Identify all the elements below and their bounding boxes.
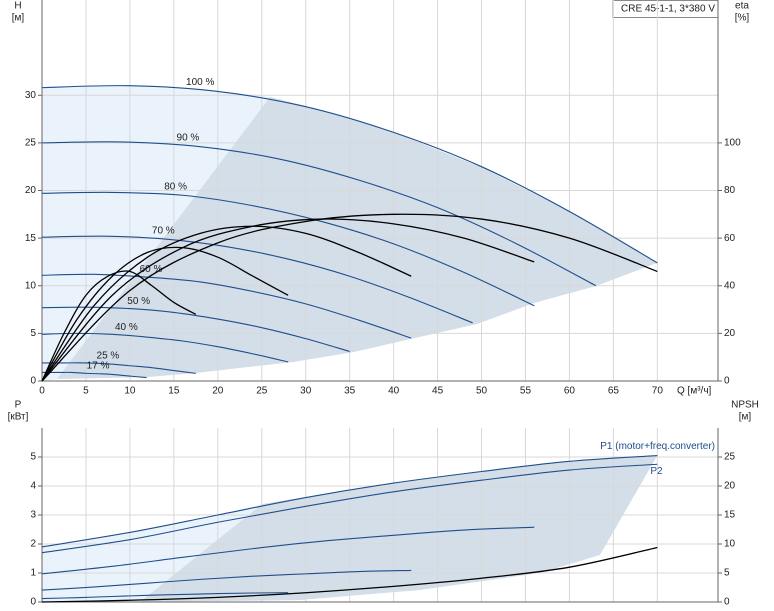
curve-label: P1 (motor+freq.converter)	[600, 441, 715, 452]
curve	[41, 526, 535, 575]
y-axis-label: P	[15, 400, 22, 411]
curve	[41, 191, 535, 307]
secondary-curve	[41, 213, 658, 382]
y2-tick-label: 15	[724, 510, 736, 521]
y-axis-label: H	[14, 1, 21, 12]
y-axis-unit: [кВт]	[8, 412, 29, 423]
secondary-curve	[41, 218, 535, 382]
x-tick-label: 25	[256, 386, 268, 397]
x-tick-label: 60	[564, 386, 576, 397]
x-tick-label: 15	[168, 386, 180, 397]
shade-operating	[140, 456, 657, 602]
secondary-curve	[41, 246, 289, 382]
curve-label: 90 %	[177, 133, 200, 144]
curve-label: 70 %	[152, 226, 175, 237]
x-tick-label: 20	[212, 386, 224, 397]
y2-tick-label: 100	[724, 138, 741, 149]
y2-axis-unit: [%]	[735, 13, 750, 24]
y2-tick-label: 20	[724, 481, 736, 492]
secondary-curve	[41, 225, 412, 382]
curve	[41, 332, 289, 363]
x-tick-label: 55	[520, 386, 532, 397]
x-tick-label: 10	[124, 386, 136, 397]
x-tick-label: 50	[476, 386, 488, 397]
y2-tick-label: 20	[724, 328, 736, 339]
x-tick-label: 40	[388, 386, 400, 397]
curve	[41, 362, 196, 374]
curve	[41, 592, 289, 600]
shade-light	[42, 504, 262, 602]
x-axis-label: Q [м³/ч]	[677, 386, 712, 397]
y-tick-label: 30	[25, 90, 37, 101]
y-tick-label: 0	[30, 597, 36, 608]
curve	[41, 463, 658, 554]
curve	[41, 371, 147, 379]
y-tick-label: 10	[25, 280, 37, 291]
x-tick-label: 65	[608, 386, 620, 397]
x-tick-label: 70	[652, 386, 664, 397]
chart-title: CRE 45-1-1, 3*380 V	[621, 4, 715, 15]
curve	[41, 141, 597, 287]
x-tick-label: 30	[300, 386, 312, 397]
y2-tick-label: 0	[724, 597, 730, 608]
curve-label: P2	[650, 466, 663, 477]
y2-tick-label: 80	[724, 185, 736, 196]
y2-tick-label: 10	[724, 539, 736, 550]
curve	[41, 235, 473, 324]
y2-tick-label: 0	[724, 376, 730, 387]
y2-axis-unit: [м]	[739, 412, 752, 423]
y2-tick-label: 60	[724, 233, 736, 244]
curve-label: 80 %	[164, 182, 187, 193]
y-tick-label: 4	[30, 481, 36, 492]
y-tick-label: 15	[25, 233, 37, 244]
curve	[41, 273, 412, 339]
y-tick-label: 3	[30, 510, 36, 521]
x-tick-label: 5	[83, 386, 89, 397]
curve-label: 60 %	[140, 264, 163, 275]
secondary-curve	[41, 270, 197, 382]
curve-label: 100 %	[186, 77, 214, 88]
y-tick-label: 1	[30, 568, 36, 579]
curve	[41, 569, 412, 591]
curve-label: 40 %	[115, 322, 138, 333]
y-tick-label: 0	[30, 376, 36, 387]
y-tick-label: 2	[30, 539, 36, 550]
y2-axis-label: eta	[735, 1, 749, 12]
curve-label: 17 %	[87, 360, 110, 371]
y-tick-label: 20	[25, 185, 37, 196]
y-axis-unit: [м]	[12, 13, 25, 24]
x-tick-label: 0	[39, 386, 45, 397]
curve	[41, 85, 658, 264]
curve	[41, 306, 350, 353]
x-tick-label: 45	[432, 386, 444, 397]
y2-axis-label: NPSH	[731, 400, 759, 411]
y-tick-label: 5	[30, 452, 36, 463]
y2-tick-label: 5	[724, 568, 730, 579]
y-tick-label: 25	[25, 138, 37, 149]
curve-label: 50 %	[127, 296, 150, 307]
curve-label: 25 %	[97, 350, 120, 361]
y2-tick-label: 40	[724, 280, 736, 291]
x-tick-label: 35	[344, 386, 356, 397]
curve	[41, 455, 658, 548]
y-tick-label: 5	[30, 328, 36, 339]
secondary-curve	[41, 546, 658, 603]
y2-tick-label: 25	[724, 452, 736, 463]
